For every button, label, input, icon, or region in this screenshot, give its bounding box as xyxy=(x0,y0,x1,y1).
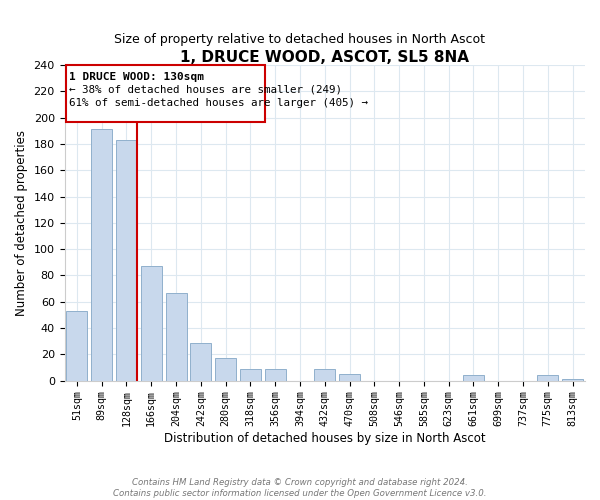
Text: Contains HM Land Registry data © Crown copyright and database right 2024.
Contai: Contains HM Land Registry data © Crown c… xyxy=(113,478,487,498)
Bar xyxy=(141,266,162,380)
Bar xyxy=(215,358,236,380)
Bar xyxy=(314,369,335,380)
Bar xyxy=(265,369,286,380)
Bar xyxy=(240,369,261,380)
Bar xyxy=(190,342,211,380)
Bar xyxy=(537,376,559,380)
Text: ← 38% of detached houses are smaller (249): ← 38% of detached houses are smaller (24… xyxy=(70,85,343,95)
Bar xyxy=(116,140,137,380)
Bar xyxy=(463,376,484,380)
Bar xyxy=(67,311,88,380)
X-axis label: Distribution of detached houses by size in North Ascot: Distribution of detached houses by size … xyxy=(164,432,485,445)
Text: 61% of semi-detached houses are larger (405) →: 61% of semi-detached houses are larger (… xyxy=(70,98,368,108)
Text: 1 DRUCE WOOD: 130sqm: 1 DRUCE WOOD: 130sqm xyxy=(70,72,205,82)
Bar xyxy=(339,374,360,380)
FancyBboxPatch shape xyxy=(66,65,265,122)
Bar xyxy=(166,292,187,380)
Title: 1, DRUCE WOOD, ASCOT, SL5 8NA: 1, DRUCE WOOD, ASCOT, SL5 8NA xyxy=(180,50,469,65)
Y-axis label: Number of detached properties: Number of detached properties xyxy=(15,130,28,316)
Text: Size of property relative to detached houses in North Ascot: Size of property relative to detached ho… xyxy=(115,32,485,46)
Bar xyxy=(91,130,112,380)
